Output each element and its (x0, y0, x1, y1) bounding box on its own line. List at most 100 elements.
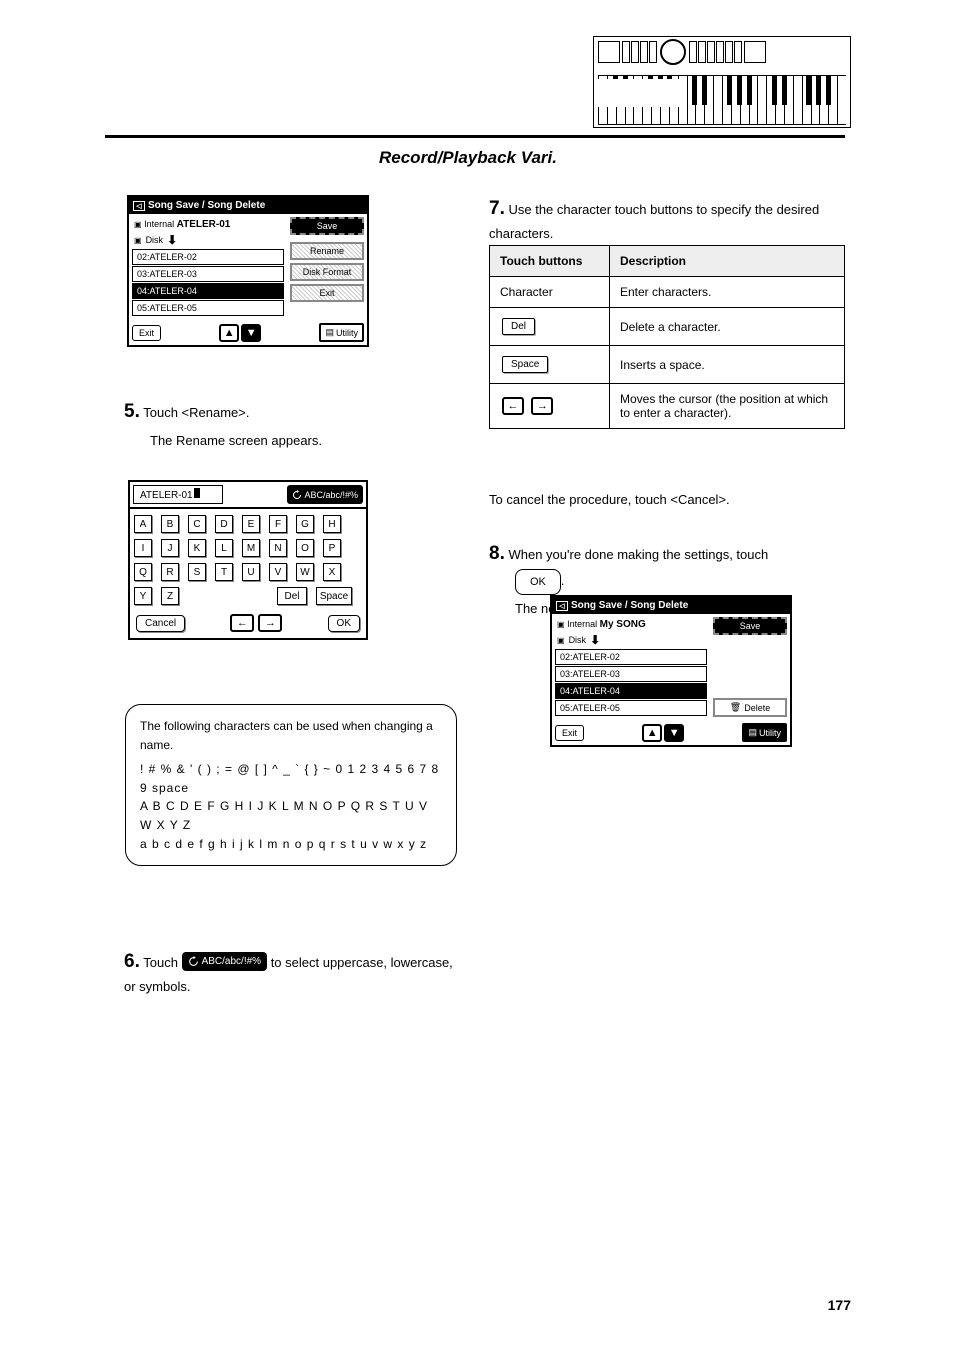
char-key[interactable]: N (269, 539, 287, 557)
char-key[interactable]: L (215, 539, 233, 557)
info-line-1: The following characters can be used whe… (140, 717, 442, 754)
kbd-square (598, 41, 620, 63)
char-key[interactable]: W (296, 563, 314, 581)
ok-button[interactable]: OK (328, 615, 360, 632)
step-5-subtext: The Rename screen appears. (150, 431, 454, 451)
cell-del-desc: Delete a character. (610, 308, 845, 346)
char-key[interactable]: V (269, 563, 287, 581)
char-key[interactable]: M (242, 539, 260, 557)
char-key[interactable]: H (323, 515, 341, 533)
char-key[interactable]: G (296, 515, 314, 533)
cancel-note: To cancel the procedure, touch <Cancel>. (489, 490, 730, 510)
list-item[interactable]: 04:ATELER-04 (555, 683, 707, 699)
table-row: ← → Moves the cursor (the position at wh… (490, 384, 845, 429)
char-key[interactable]: F (269, 515, 287, 533)
char-key[interactable]: I (134, 539, 152, 557)
del-chip: Del (502, 318, 535, 335)
internal-row: ▣ Internal ATELER-01 (132, 217, 284, 232)
exit-button[interactable]: Exit (132, 325, 161, 341)
list-item[interactable]: 03:ATELER-03 (555, 666, 707, 682)
down-arrow-button[interactable]: ▼ (664, 724, 684, 742)
cancel-button[interactable]: Cancel (136, 615, 185, 632)
rename-button[interactable]: Rename (290, 242, 364, 260)
info-line-4: a b c d e f g h i j k l m n o p q r s t … (140, 835, 442, 854)
cycle-icon (292, 490, 302, 500)
char-key[interactable]: K (188, 539, 206, 557)
internal-row: ▣ Internal My SONG (555, 617, 707, 632)
song-save-screen-2: ◁ Song Save / Song Delete ▣ Internal My … (550, 595, 792, 747)
rename-screen: ATELER-01 ABC/abc/!#% ABCDEFGH IJKLMNOP QR… (128, 480, 368, 640)
arrow-down-icon: ⬇ (590, 633, 600, 647)
step-8-text2: . (561, 573, 565, 588)
char-key[interactable]: J (161, 539, 179, 557)
keyboard-diagram (593, 36, 851, 128)
list-item[interactable]: 02:ATELER-02 (555, 649, 707, 665)
del-key[interactable]: Del (277, 587, 307, 605)
table-row: Character Enter characters. (490, 277, 845, 308)
back-icon: ◁ (556, 601, 568, 611)
char-key[interactable]: S (188, 563, 206, 581)
utility-button[interactable]: ▤ Utility (742, 723, 787, 742)
page-number: 177 (828, 1297, 851, 1313)
right-arrow-chip: → (531, 397, 553, 415)
char-key[interactable]: D (215, 515, 233, 533)
list-item[interactable]: 05:ATELER-05 (132, 300, 284, 316)
up-arrow-button[interactable]: ▲ (642, 724, 662, 742)
down-arrow-button[interactable]: ▼ (241, 324, 261, 342)
char-key[interactable]: P (323, 539, 341, 557)
char-key[interactable]: T (215, 563, 233, 581)
char-key[interactable]: X (323, 563, 341, 581)
char-key[interactable]: B (161, 515, 179, 533)
step-5-text: Touch <Rename>. (143, 405, 249, 420)
screen1-title: Song Save / Song Delete (148, 200, 265, 211)
char-key[interactable]: C (188, 515, 206, 533)
ok-inline-button: OK (515, 569, 561, 596)
char-key[interactable]: R (161, 563, 179, 581)
char-key[interactable]: Q (134, 563, 152, 581)
info-line-2: ! # % & ' ( ) ; = @ [ ] ^ _ ` { } ~ 0 1 … (140, 760, 442, 797)
kbd-left-controls (598, 79, 684, 107)
char-key[interactable]: U (242, 563, 260, 581)
left-arrow-chip: ← (502, 397, 524, 415)
char-key[interactable]: A (134, 515, 152, 533)
utility-icon: ▤ (748, 727, 757, 738)
kbd-square (744, 41, 766, 63)
step-8-text: When you're done making the settings, to… (508, 547, 768, 562)
char-key[interactable]: E (242, 515, 260, 533)
list-item[interactable]: 05:ATELER-05 (555, 700, 707, 716)
exit-sub-button[interactable]: Exit (290, 284, 364, 302)
cell-del: Del (490, 308, 610, 346)
up-arrow-button[interactable]: ▲ (219, 324, 239, 342)
touch-buttons-table: Touch buttons Description Character Ente… (489, 245, 845, 429)
delete-button[interactable]: 🗑Delete (713, 698, 787, 717)
list-item[interactable]: 02:ATELER-02 (132, 249, 284, 265)
exit-button[interactable]: Exit (555, 725, 584, 741)
right-arrow-button[interactable]: → (258, 614, 282, 632)
page-title: Record/Playback Vari. (379, 148, 557, 168)
disk-format-button[interactable]: Disk Format (290, 263, 364, 281)
char-key[interactable]: Z (161, 587, 179, 605)
abc-switch-button[interactable]: ABC/abc/!#% (287, 485, 363, 504)
list-item[interactable]: 03:ATELER-03 (132, 266, 284, 282)
save-button[interactable]: Save (290, 217, 364, 235)
table-row: Del Delete a character. (490, 308, 845, 346)
trash-icon: 🗑 (730, 702, 741, 713)
char-key[interactable]: O (296, 539, 314, 557)
save-button[interactable]: Save (713, 617, 787, 635)
rename-name-field[interactable]: ATELER-01 (133, 485, 223, 504)
disk-row: ▣ Disk ⬇ (132, 232, 284, 248)
abc-inline-button: ABC/abc/!#% (182, 952, 267, 971)
cell-space-desc: Inserts a space. (610, 346, 845, 384)
cell-character: Character (490, 277, 610, 308)
cell-space: Space (490, 346, 610, 384)
step-5-number: 5. (124, 401, 140, 422)
char-key[interactable]: Y (134, 587, 152, 605)
kbd-circle-highlight (660, 39, 686, 65)
step-8-number: 8. (489, 543, 505, 564)
utility-icon: ▤ (325, 327, 334, 338)
left-arrow-button[interactable]: ← (230, 614, 254, 632)
utility-button[interactable]: ▤ Utility (319, 323, 364, 342)
list-item[interactable]: 04:ATELER-04 (132, 283, 284, 299)
cell-character-desc: Enter characters. (610, 277, 845, 308)
space-key[interactable]: Space (316, 587, 352, 605)
